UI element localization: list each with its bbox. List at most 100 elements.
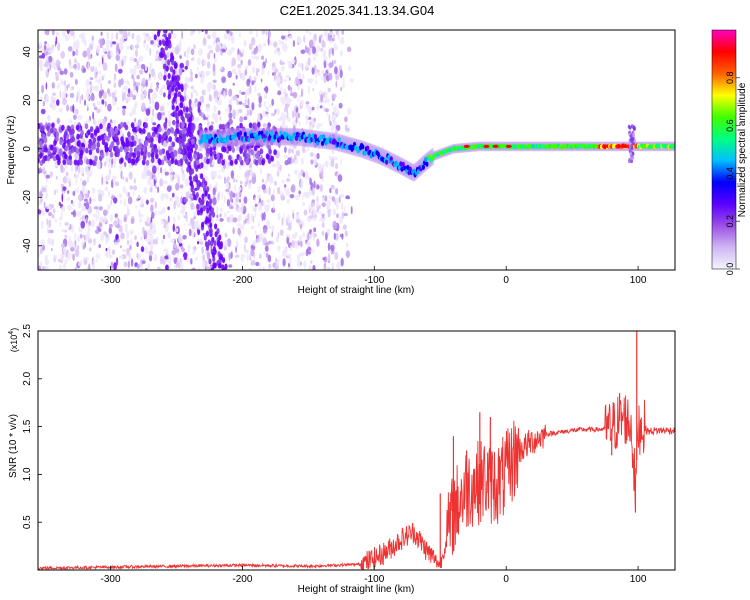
- spectrogram-cell: [126, 45, 130, 50]
- spectrogram-cell: [86, 176, 90, 183]
- spectrogram-cell: [274, 49, 277, 55]
- spectrogram-cell: [55, 135, 59, 142]
- spectrogram-cell: [57, 42, 61, 52]
- spectrogram-cell: [303, 260, 307, 269]
- spectrogram-cell: [320, 33, 323, 39]
- spectrogram-cell: [335, 163, 339, 170]
- spectrogram-cell: [98, 244, 101, 249]
- spectrogram-cell: [120, 157, 124, 164]
- spectrogram-cell: [108, 157, 111, 164]
- spectrogram-cell: [148, 91, 150, 100]
- spectrogram-cell: [168, 110, 170, 117]
- spectrogram-cell: [269, 174, 273, 182]
- spectrogram-cell: [66, 30, 70, 35]
- spectrogram-cell: [140, 85, 144, 93]
- spectrogram-cell: [222, 128, 226, 135]
- spectrogram-cell: [191, 267, 196, 270]
- spectrogram-cell: [98, 70, 102, 75]
- spectrogram-cell: [277, 232, 280, 239]
- spectrogram-cell: [343, 213, 348, 217]
- spectrogram-cell: [210, 84, 214, 90]
- spectrogram-cell: [243, 39, 247, 47]
- spectrogram-cell: [131, 107, 137, 115]
- spectrogram-cell: [118, 193, 123, 199]
- spectrogram-cell: [228, 112, 233, 120]
- spectrogram-cell: [333, 33, 336, 38]
- spectrogram-cell: [251, 138, 256, 145]
- spectrogram-ridge-cell: [366, 145, 370, 151]
- spectrogram-cell: [632, 125, 636, 130]
- spectrogram-cell: [102, 47, 105, 53]
- spectrogram-cell: [237, 207, 242, 213]
- spectrogram-cell: [286, 116, 291, 123]
- spectrogram-cell: [313, 155, 318, 164]
- spectrogram-cell: [268, 148, 272, 155]
- snr-y-ticks: 0.51.01.52.02.5: [22, 324, 42, 529]
- spectrogram-cell: [240, 59, 243, 66]
- spectrogram-cell: [224, 178, 230, 183]
- spectrogram-cell: [167, 160, 172, 166]
- spectrogram-cell: [300, 261, 302, 266]
- spectrogram-cell: [236, 99, 239, 106]
- spectrogram-cell: [124, 80, 129, 84]
- spectrogram-cell: [119, 38, 123, 43]
- spectrogram-cell: [57, 159, 61, 166]
- spectrogram-cell: [119, 199, 122, 205]
- spectrogram-cell: [152, 91, 158, 100]
- spectrogram-cell: [338, 216, 343, 225]
- spectrogram-cell: [211, 211, 216, 218]
- spectrogram-cell: [186, 254, 189, 263]
- spectrogram-cell: [56, 118, 61, 124]
- spectrogram-cell: [189, 76, 194, 82]
- spectrogram-cell: [204, 180, 208, 187]
- spectrogram-cell: [146, 43, 149, 52]
- spectrogram-cell: [98, 193, 103, 202]
- spectrogram-cell: [288, 35, 293, 40]
- spectrogram-cell: [99, 38, 105, 46]
- spectrogram-cell: [259, 167, 263, 175]
- spectrogram-cell: [336, 213, 339, 219]
- spectrogram-cell: [177, 214, 180, 221]
- spectrogram-cell: [311, 106, 315, 111]
- colorbar-gradient: [712, 30, 736, 269]
- spectrogram-cell: [148, 254, 153, 262]
- spectrogram-cell: [302, 73, 305, 81]
- spectrogram-cell: [267, 254, 272, 263]
- spectrogram-cell: [69, 92, 75, 99]
- spectrogram-cell: [129, 151, 133, 158]
- spectrogram-cell: [235, 179, 238, 183]
- spectrogram-cell: [152, 30, 155, 33]
- spectrogram-cell: [89, 126, 94, 133]
- spectrogram-cell: [295, 195, 299, 201]
- spectrogram-cell: [231, 57, 236, 67]
- spectrogram-cell: [238, 108, 243, 114]
- colorbar-tick-label: 0.0: [725, 263, 735, 276]
- spectrogram-cell: [78, 165, 81, 174]
- spectrogram-cell: [147, 228, 151, 236]
- spectrogram-cell: [183, 215, 187, 219]
- spectrogram-cell: [72, 104, 75, 113]
- spectrogram-cell: [47, 130, 51, 137]
- spectrogram-cell: [38, 59, 43, 65]
- spectrogram-cell: [55, 74, 59, 82]
- spectrogram-cell: [124, 223, 128, 233]
- spectrogram-cell: [150, 204, 154, 213]
- spectrogram-cell: [185, 158, 189, 165]
- spectrogram-cell: [261, 184, 266, 191]
- spectrogram-cell: [258, 95, 263, 104]
- spectrogram-cell: [78, 193, 83, 202]
- spectrogram-cell: [281, 35, 286, 40]
- spectrogram-cell: [284, 146, 287, 153]
- spectrogram-cell: [103, 216, 108, 223]
- spectrogram-cell: [262, 42, 267, 47]
- spectrogram-cell: [63, 131, 68, 137]
- spectrogram-cell: [93, 206, 99, 210]
- spectrogram-peak: [505, 144, 512, 148]
- spectrogram-cell: [90, 66, 95, 72]
- spectrogram-cell: [185, 106, 189, 113]
- spectrogram-cell: [197, 106, 201, 113]
- spectrogram-cell: [74, 248, 80, 258]
- spectrogram-cell: [85, 147, 89, 154]
- spectrogram-cell: [308, 229, 313, 235]
- spectrogram-ridge-cell: [361, 144, 365, 150]
